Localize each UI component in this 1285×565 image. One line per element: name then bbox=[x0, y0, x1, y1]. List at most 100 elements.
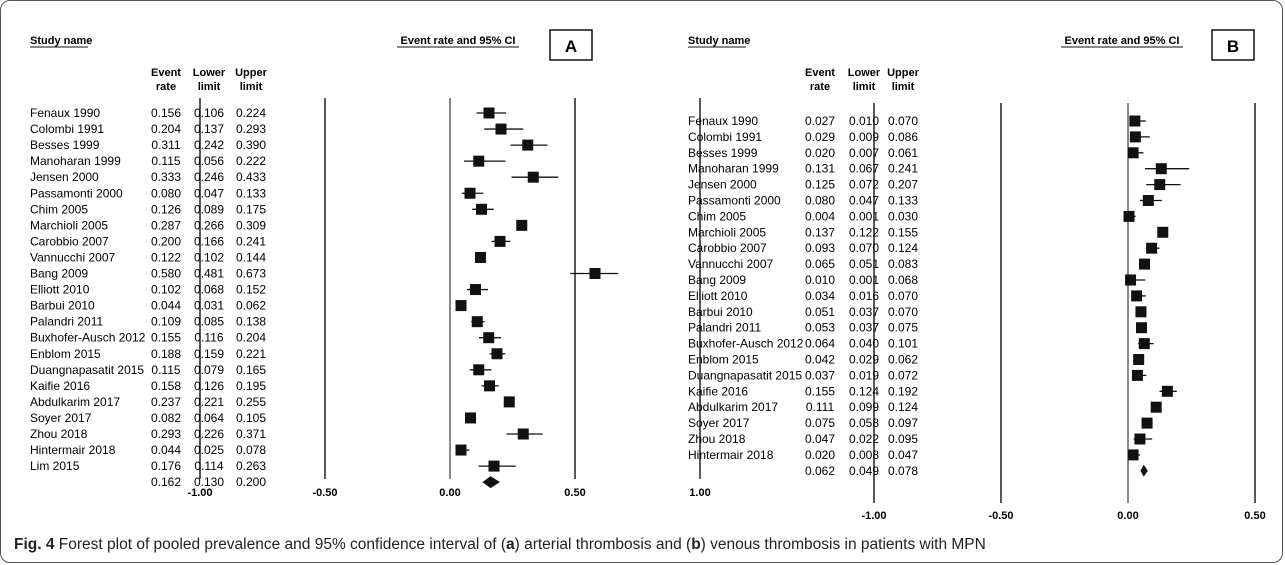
panel-a-study-name: Kaifie 2016 bbox=[30, 379, 90, 393]
panel-b-event-rate: 0.131 bbox=[805, 162, 835, 176]
panel-a-study-name: Palandri 2011 bbox=[30, 315, 103, 329]
panel-b-event-rate: 0.093 bbox=[805, 241, 835, 255]
panel-b-upper-limit: 0.070 bbox=[888, 114, 918, 128]
caption-panel-a: a bbox=[505, 536, 515, 553]
panel-b-study-name: Duangnapasatit 2015 bbox=[688, 368, 802, 382]
panel-b-lower-limit: 0.009 bbox=[849, 130, 879, 144]
panel-b-lower-limit: 0.051 bbox=[849, 257, 879, 271]
panel-a-study-name: Zhou 2018 bbox=[30, 427, 88, 441]
panel-b-plot-title: Event rate and 95% CI bbox=[1065, 35, 1180, 47]
panel-b-event-rate: 0.064 bbox=[805, 337, 835, 351]
panel-a-effect-marker bbox=[516, 219, 528, 231]
panel-a-tick-label-0: -1.00 bbox=[187, 487, 212, 499]
panel-a-lower-limit: 0.137 bbox=[194, 122, 224, 136]
panel-a-event-rate: 0.082 bbox=[151, 411, 181, 425]
panel-b-lower-limit: 0.067 bbox=[849, 162, 879, 176]
panel-a-lower-limit: 0.242 bbox=[194, 138, 224, 152]
panel-a-event-rate: 0.333 bbox=[151, 170, 181, 184]
panel-b-col-header-1-line1: Event bbox=[805, 67, 835, 79]
panel-a-lower-limit: 0.047 bbox=[194, 186, 224, 200]
panel-b-lower-limit: 0.016 bbox=[849, 289, 879, 303]
panel-a-upper-limit: 0.204 bbox=[236, 331, 266, 345]
panel-b-event-rate: 0.029 bbox=[805, 130, 835, 144]
panel-b-lower-limit: 0.029 bbox=[849, 353, 879, 367]
panel-a-upper-limit: 0.138 bbox=[236, 315, 266, 329]
panel-b-label-letter: B bbox=[1227, 37, 1239, 56]
panel-a-col-header-3-line2: limit bbox=[240, 81, 263, 93]
panel-a-study-name: Chim 2005 bbox=[30, 202, 88, 216]
panel-b-study-name: Palandri 2011 bbox=[688, 321, 761, 335]
panel-a-lower-limit: 0.106 bbox=[194, 106, 224, 120]
panel-b-upper-limit: 0.070 bbox=[888, 305, 918, 319]
panel-a-event-rate: 0.156 bbox=[151, 106, 181, 120]
panel-b-effect-marker bbox=[1135, 306, 1147, 318]
panel-a-col-header-2-line2: limit bbox=[198, 81, 221, 93]
panel-a-lower-limit: 0.159 bbox=[194, 347, 224, 361]
panel-a-pooled-diamond bbox=[482, 476, 500, 489]
panel-a-pooled-upper: 0.200 bbox=[236, 475, 266, 489]
panel-a-event-rate: 0.237 bbox=[151, 395, 181, 409]
panel-b-effect-marker bbox=[1150, 401, 1162, 413]
panel-a-study-name: Marchioli 2005 bbox=[30, 218, 108, 232]
panel-b-effect-marker bbox=[1141, 417, 1153, 429]
panel-a-lower-limit: 0.031 bbox=[194, 299, 224, 313]
panel-b-event-rate: 0.137 bbox=[805, 225, 835, 239]
panel-b-study-name: Fenaux 1990 bbox=[688, 114, 758, 128]
panel-a-upper-limit: 0.078 bbox=[236, 443, 266, 457]
panel-b-upper-limit: 0.095 bbox=[888, 432, 918, 446]
panel-a-effect-marker bbox=[470, 284, 481, 296]
panel-b-lower-limit: 0.099 bbox=[849, 400, 879, 414]
panel-b-pooled-lower: 0.049 bbox=[849, 464, 879, 478]
panel-b-upper-limit: 0.030 bbox=[888, 209, 918, 223]
panel-a-effect-marker bbox=[484, 380, 495, 392]
panel-a-lower-limit: 0.226 bbox=[194, 427, 224, 441]
panel-b-study-name: Enblom 2015 bbox=[688, 353, 759, 367]
panel-b-lower-limit: 0.001 bbox=[849, 209, 879, 223]
panel-a-effect-marker bbox=[471, 316, 483, 328]
panel-a-effect-marker bbox=[495, 123, 507, 135]
panel-b-lower-limit: 0.001 bbox=[849, 273, 879, 287]
panel-a-study-name: Fenaux 1990 bbox=[30, 106, 100, 120]
panel-b-study-name: Passamonti 2000 bbox=[688, 194, 781, 208]
caption-text: Forest plot of pooled prevalence and 95%… bbox=[54, 536, 506, 553]
panel-b-tick-label-2: 0.00 bbox=[1117, 510, 1138, 522]
panel-a-effect-marker bbox=[475, 251, 486, 263]
panel-a-event-rate: 0.580 bbox=[151, 267, 181, 281]
panel-a-study-name: Buxhofer-Ausch 2012 bbox=[30, 331, 146, 345]
panel-b-upper-limit: 0.241 bbox=[888, 162, 918, 176]
panel-b-study-name: Kaifie 2016 bbox=[688, 384, 748, 398]
panel-a-study-name: Manoharan 1999 bbox=[30, 154, 121, 168]
panel-b-study-name: Carobbio 2007 bbox=[688, 241, 767, 255]
panel-b-event-rate: 0.034 bbox=[805, 289, 835, 303]
panel-b-tick-label-0: -1.00 bbox=[861, 510, 886, 522]
panel-b-event-rate: 0.065 bbox=[805, 257, 835, 271]
panel-a-event-rate: 0.115 bbox=[151, 363, 180, 377]
panel-b-event-rate: 0.042 bbox=[805, 353, 835, 367]
panel-b-col-header-3-line2: limit bbox=[892, 81, 915, 93]
panel-b-lower-limit: 0.122 bbox=[849, 225, 879, 239]
panel-a-effect-marker bbox=[589, 268, 601, 279]
panel-b-study-name: Elliott 2010 bbox=[688, 289, 748, 303]
panel-b-effect-marker bbox=[1146, 242, 1158, 254]
panel-a-event-rate: 0.200 bbox=[151, 234, 181, 248]
panel-a-study-name: Passamonti 2000 bbox=[30, 186, 123, 200]
panel-b-effect-marker bbox=[1129, 115, 1141, 127]
panel-a-effect-marker bbox=[517, 428, 529, 440]
panel-b-effect-marker bbox=[1139, 258, 1151, 270]
panel-b-study-name: Chim 2005 bbox=[688, 209, 746, 223]
panel-a-lower-limit: 0.089 bbox=[194, 202, 224, 216]
panel-a-study-name: Vannucchi 2007 bbox=[30, 250, 116, 264]
panel-b-lower-limit: 0.007 bbox=[849, 146, 879, 160]
panel-a-effect-marker bbox=[464, 187, 476, 199]
panel-a-lower-limit: 0.102 bbox=[194, 250, 224, 264]
panel-a-tick-label-3: 0.50 bbox=[564, 487, 585, 499]
panel-b-upper-limit: 0.047 bbox=[888, 448, 918, 462]
panel-b-lower-limit: 0.010 bbox=[849, 114, 879, 128]
panel-b-upper-limit: 0.083 bbox=[888, 257, 918, 271]
panel-b-event-rate: 0.080 bbox=[805, 194, 835, 208]
panel-b-effect-marker bbox=[1127, 147, 1139, 159]
panel-a-lower-limit: 0.246 bbox=[194, 170, 224, 184]
panel-b-event-rate: 0.037 bbox=[805, 368, 835, 382]
panel-a-tick-label-4: 1.00 bbox=[689, 487, 710, 499]
panel-a-col-header-1-line1: Event bbox=[151, 67, 181, 79]
